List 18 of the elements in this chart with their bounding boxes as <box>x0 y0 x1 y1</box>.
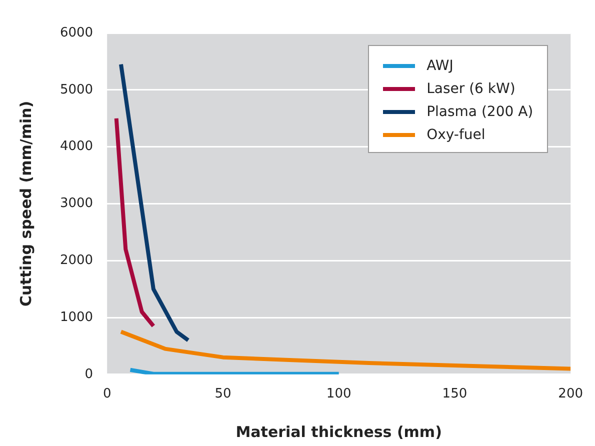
y-tick-label: 6000 <box>60 25 94 40</box>
legend-label: Oxy-fuel <box>426 126 486 142</box>
legend-label: Plasma (200 A) <box>426 104 534 120</box>
x-axis-title: Material thickness (mm) <box>236 422 442 441</box>
x-tick-label: 100 <box>326 386 352 402</box>
y-tick-label: 1000 <box>60 310 94 325</box>
x-tick-label: 150 <box>442 386 468 402</box>
x-tick-label: 200 <box>558 386 584 402</box>
y-axis-title: Cutting speed (mm/min) <box>16 100 35 307</box>
x-tick-label: 50 <box>214 386 232 402</box>
legend-label: AWJ <box>426 58 454 74</box>
y-tick-label: 5000 <box>60 82 94 98</box>
y-tick-label: 4000 <box>60 139 94 154</box>
legend-label: Laser (6 kW) <box>426 80 516 96</box>
y-tick-label: 2000 <box>60 252 94 268</box>
x-tick-label: 0 <box>102 386 112 402</box>
y-tick-label: 3000 <box>60 196 94 212</box>
y-tick-label: 0 <box>84 366 94 382</box>
